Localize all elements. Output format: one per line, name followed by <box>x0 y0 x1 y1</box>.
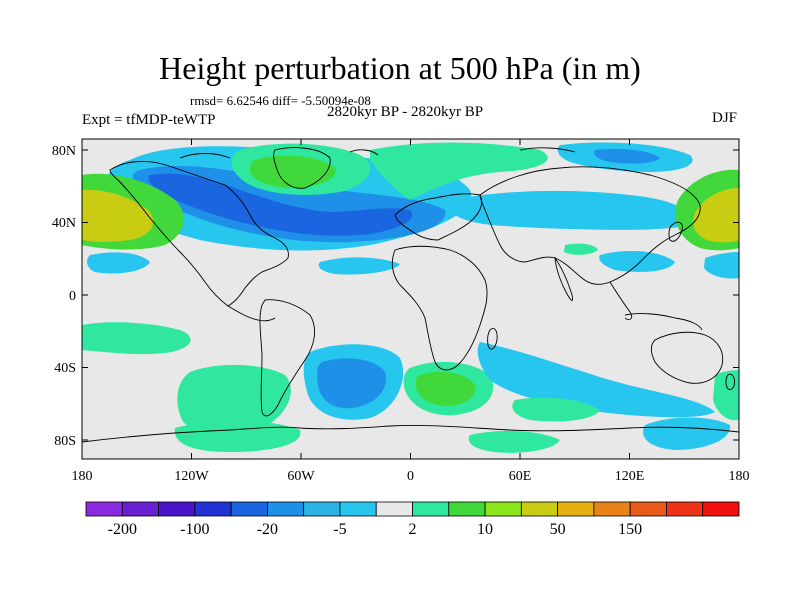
anomaly-antarctic-west <box>174 420 301 452</box>
colorbar-swatch <box>303 501 341 517</box>
colorbar-swatch <box>230 501 268 517</box>
anomaly-subtropic-pacific <box>87 252 150 274</box>
coast-madagascar <box>487 328 498 350</box>
coast-arctic-islands <box>179 147 576 159</box>
lat-tick-label: 80S <box>54 434 76 449</box>
colorbar-swatch <box>557 501 595 517</box>
anomaly-greenland-core <box>250 155 336 188</box>
anomaly-south-atlantic-mid <box>317 358 386 409</box>
colorbar-swatch <box>158 501 196 517</box>
colorbar <box>85 501 740 517</box>
anomaly-north-america-deep <box>148 173 413 236</box>
lon-tick-label: 120W <box>174 469 209 484</box>
anomaly-central-asia <box>447 190 693 230</box>
lon-tick-labels: 180 120W 60W 0 60E 120E 180 <box>72 469 750 484</box>
coast-europe <box>394 193 483 241</box>
colorbar-swatch <box>484 501 522 517</box>
anomaly-south-pacific-central <box>177 364 291 437</box>
map-title: Height perturbation at 500 hPa (in m) <box>159 50 641 86</box>
anomaly-arabian <box>564 243 598 255</box>
coast-japan <box>668 221 683 242</box>
anomaly-east-asia-subtropic <box>599 250 675 272</box>
coast-africa <box>391 245 488 371</box>
colorbar-swatch <box>121 501 159 517</box>
colorbar-swatch <box>194 501 232 517</box>
anomaly-pacific-west-yellow <box>82 189 154 242</box>
colorbar-swatch <box>666 501 704 517</box>
lat-tick-label: 40N <box>52 216 76 231</box>
coastlines <box>82 147 739 443</box>
colorbar-label: -200 <box>108 521 137 538</box>
anomaly-tasman <box>713 370 739 421</box>
colorbar-swatch <box>375 501 413 517</box>
colorbar-swatch <box>629 501 667 517</box>
colorbar-label: -5 <box>333 521 346 538</box>
season-label: DJF <box>712 110 738 126</box>
anomaly-siberia-blue <box>594 148 660 164</box>
coast-australia <box>650 331 724 384</box>
axis-ticks <box>81 139 740 459</box>
stats-line: rmsd= 6.62546 diff= -5.50094e-08 <box>190 93 371 108</box>
anomaly-eurasia-arctic <box>370 142 548 200</box>
colorbar-swatch <box>412 501 450 517</box>
colorbar-swatch <box>266 501 305 517</box>
coast-greenland <box>273 147 331 189</box>
experiment-label: Expt = tfMDP-teWTP <box>82 112 216 128</box>
lon-tick-label: 120E <box>615 469 645 484</box>
coast-india <box>554 256 573 301</box>
anomaly-south-indian-green <box>512 397 600 422</box>
lon-tick-label: 180 <box>729 469 750 484</box>
colorbar-label: -100 <box>180 521 209 538</box>
coast-new-zealand <box>725 373 735 391</box>
coast-central-america <box>227 305 276 322</box>
anomaly-south-africa-core <box>415 371 476 406</box>
colorbar-label: 150 <box>618 521 642 538</box>
coast-indonesia <box>624 313 703 331</box>
lon-tick-label: 180 <box>72 469 93 484</box>
anomaly-pacific-east-yellow <box>693 188 739 243</box>
colorbar-swatch <box>448 501 486 517</box>
anomaly-antarctic-central <box>468 430 560 453</box>
colorbar-label: 50 <box>550 521 566 538</box>
colorbar-swatch <box>339 501 377 517</box>
coast-asia <box>479 166 701 285</box>
lat-tick-label: 80N <box>52 144 76 159</box>
coast-southeast-asia <box>609 281 633 321</box>
lat-tick-labels: 80N 40N 0 40S 80S <box>52 144 76 449</box>
anomaly-subtropic-atlantic <box>318 257 400 275</box>
colorbar-label: 10 <box>477 521 493 538</box>
coast-south-america <box>259 299 316 417</box>
coast-north-america <box>109 160 289 307</box>
colorbar-swatch <box>85 501 123 517</box>
period-label: 2820kyr BP - 2820kyr BP <box>326 104 484 120</box>
anomaly-south-pacific-west <box>82 322 191 355</box>
colorbar-swatch <box>702 501 740 517</box>
anomaly-antarctic-east <box>643 417 731 450</box>
colorbar-label: -20 <box>257 521 278 538</box>
colorbar-label: 2 <box>409 521 417 538</box>
colorbar-swatch <box>520 501 559 517</box>
lon-tick-label: 60E <box>509 469 532 484</box>
lat-tick-label: 0 <box>69 289 76 304</box>
colorbar-swatch <box>593 501 631 517</box>
anomaly-west-pacific <box>704 252 739 279</box>
contour-field <box>82 139 739 459</box>
lat-tick-label: 40S <box>54 361 76 376</box>
lon-tick-label: 0 <box>407 469 414 484</box>
lon-tick-label: 60W <box>287 469 315 484</box>
colorbar-labels: -200 -100 -20 -5 2 10 50 150 <box>108 521 643 538</box>
coast-antarctica <box>82 425 739 443</box>
